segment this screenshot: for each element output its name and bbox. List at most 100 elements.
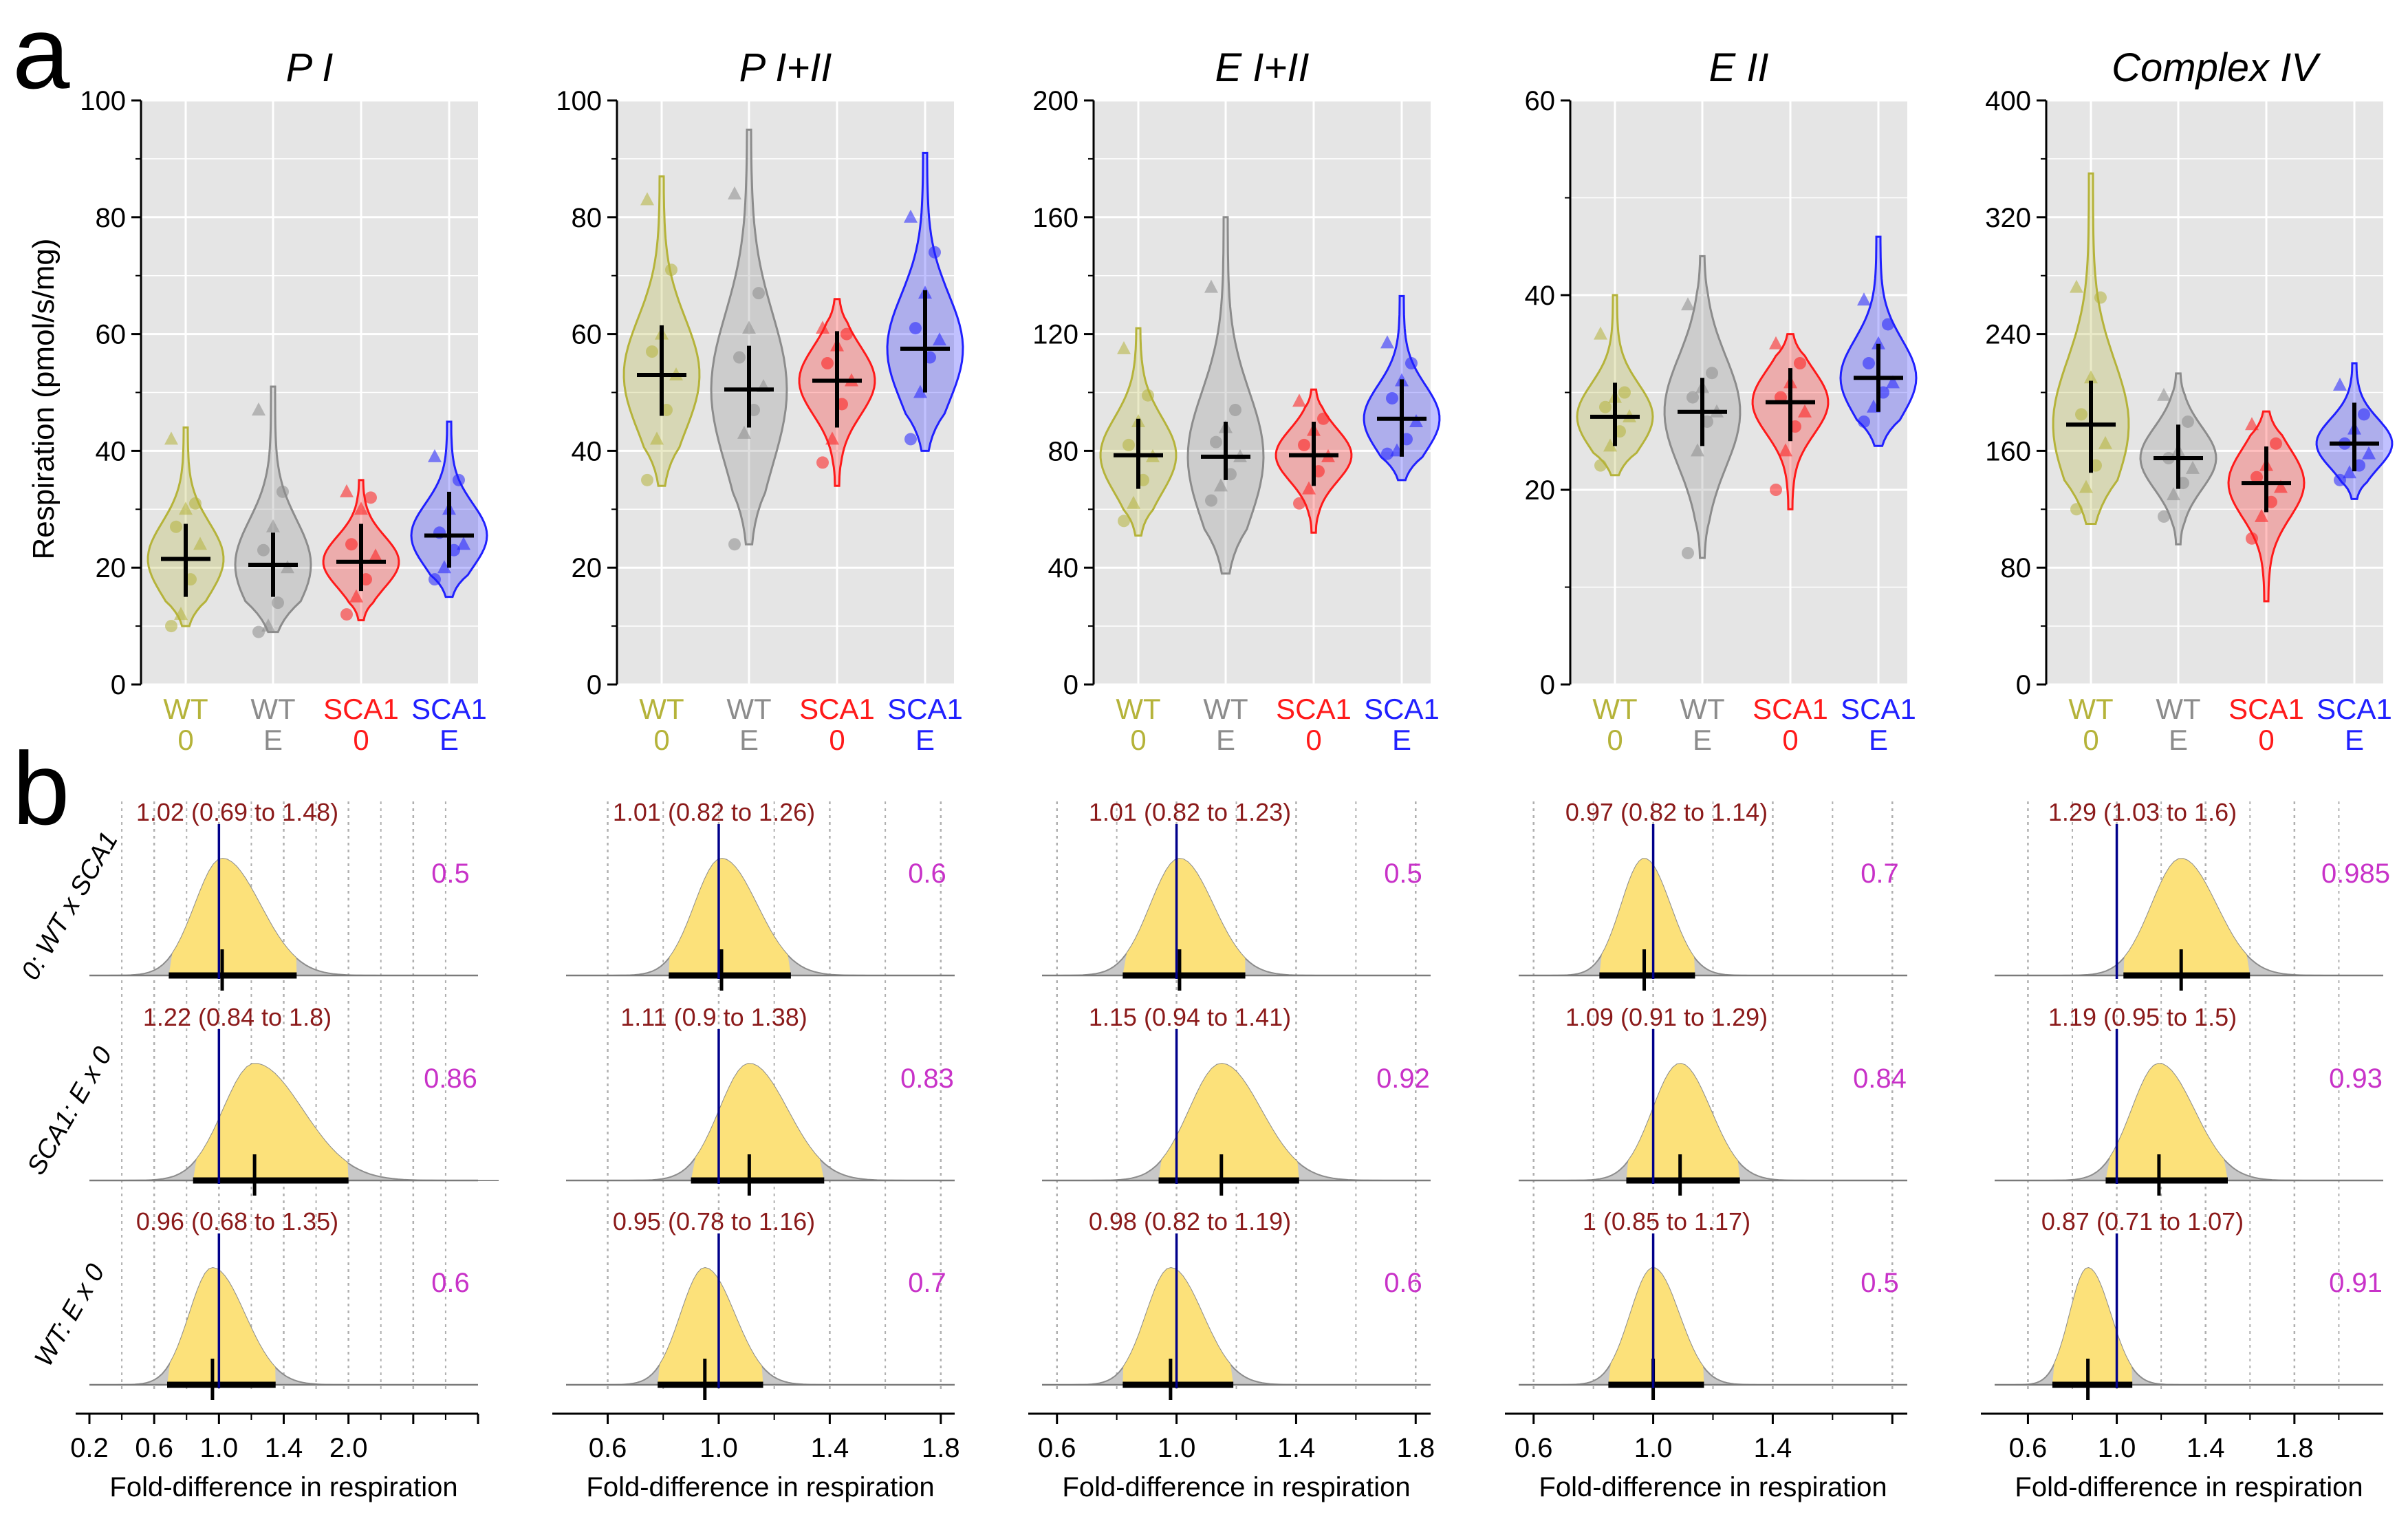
probability-label: 0.7: [908, 1268, 946, 1298]
x-tick-label: 0.6: [1515, 1433, 1553, 1463]
data-point: [437, 560, 451, 574]
group-label-line2: E: [440, 724, 459, 756]
data-point: [1405, 357, 1418, 370]
ci-label: 1.09 (0.91 to 1.29): [1565, 1003, 1768, 1031]
probability-label: 0.6: [1384, 1268, 1422, 1298]
chart-title: E II: [1709, 45, 1768, 90]
data-point: [1298, 438, 1310, 451]
data-point: [365, 491, 377, 504]
density-ci-area: [1122, 1268, 1234, 1385]
y-tick-label: 40: [1048, 553, 1079, 583]
group-label-line1: SCA1: [887, 693, 963, 725]
data-point: [640, 192, 654, 206]
data-point: [1380, 335, 1394, 349]
data-point: [646, 345, 658, 358]
data-point: [193, 537, 207, 550]
y-axis-title: Respiration (pmol/s/mg): [27, 238, 61, 559]
data-point: [1857, 292, 1871, 306]
density-ci-area: [691, 1064, 825, 1180]
data-point: [1603, 438, 1617, 452]
x-axis-title: Fold-difference in respiration: [1062, 1472, 1410, 1502]
y-tick-label: 200: [1032, 86, 1078, 116]
data-point: [2075, 408, 2087, 421]
data-point: [369, 548, 382, 562]
density-ci-area: [167, 1268, 276, 1385]
data-point: [1214, 478, 1228, 492]
group-label-line1: WT: [2068, 693, 2113, 725]
ci-label: 1.02 (0.69 to 1.48): [136, 798, 338, 826]
y-tick-label: 80: [2001, 553, 2032, 583]
group-label-line1: SCA1: [1841, 693, 1916, 725]
x-axis-title: Fold-difference in respiration: [586, 1472, 934, 1502]
data-point: [840, 327, 853, 341]
data-point: [1117, 341, 1131, 354]
data-point: [641, 473, 653, 486]
y-tick-label: 160: [1985, 436, 2031, 466]
x-tick-label: 1.4: [1754, 1433, 1792, 1463]
x-tick-label: 1.4: [265, 1433, 303, 1463]
x-tick-label: 1.8: [922, 1433, 960, 1463]
data-point: [728, 538, 741, 551]
chart-title: E I+II: [1215, 45, 1309, 90]
group-label-line2: E: [739, 724, 759, 756]
group-label-line2: E: [2345, 724, 2364, 756]
density-ci-area: [2105, 1064, 2228, 1180]
probability-label: 0.5: [1861, 1268, 1899, 1298]
group-label-line2: E: [1869, 724, 1888, 756]
group-label-line2: 0: [653, 724, 669, 756]
group-label-line1: SCA1: [2228, 693, 2304, 725]
data-point: [453, 473, 465, 486]
group-label-line1: SCA1: [1364, 693, 1440, 725]
data-point: [189, 497, 202, 510]
x-axis-title: Fold-difference in respiration: [1539, 1472, 1887, 1502]
data-point: [1229, 403, 1241, 416]
y-tick-label: 40: [1525, 281, 1556, 311]
ci-label: 0.96 (0.68 to 1.35): [136, 1207, 338, 1236]
group-label-line1: WT: [250, 693, 295, 725]
y-tick-label: 60: [96, 320, 127, 350]
y-tick-label: 100: [80, 86, 126, 116]
ci-label: 0.87 (0.71 to 1.07): [2041, 1207, 2244, 1236]
chart-title: P I: [286, 45, 334, 90]
y-tick-label: 320: [1985, 203, 2031, 233]
probability-label: 0.93: [2329, 1064, 2383, 1094]
ci-label: 0.98 (0.82 to 1.19): [1089, 1207, 1291, 1236]
data-point: [1381, 447, 1393, 460]
data-point: [252, 625, 265, 638]
data-point: [354, 501, 368, 515]
data-point: [345, 538, 358, 551]
data-point: [1769, 336, 1783, 349]
density-panel-1: 1.02 (0.69 to 1.48) 0.5 1.22 (0.84 to 1.8)…: [70, 798, 499, 1502]
y-tick-label: 80: [1048, 436, 1079, 466]
data-point: [2182, 415, 2194, 428]
x-tick-label: 0.6: [589, 1433, 627, 1463]
data-point: [340, 484, 354, 497]
data-point: [266, 519, 280, 532]
density-panel-5: 1.29 (1.03 to 1.6) 0.985 1.19 (0.95 to 1.5…: [1981, 798, 2390, 1502]
data-point: [742, 321, 756, 334]
ci-label: 1.22 (0.84 to 1.8): [143, 1003, 332, 1031]
data-point: [1302, 481, 1316, 495]
ci-label: 1.01 (0.82 to 1.23): [1089, 798, 1291, 826]
density-ci-area: [2052, 1268, 2133, 1385]
y-tick-label: 240: [1985, 320, 2031, 350]
data-point: [340, 608, 353, 621]
data-point: [2245, 417, 2259, 431]
density-ci-area: [2123, 859, 2250, 975]
data-point: [2094, 291, 2107, 304]
group-label-line2: 0: [177, 724, 193, 756]
probability-label: 0.7: [1861, 859, 1899, 889]
panel-label-a: a: [12, 0, 70, 110]
probability-label: 0.83: [900, 1064, 954, 1094]
data-point: [1798, 404, 1812, 418]
x-tick-label: 1.4: [1277, 1433, 1316, 1463]
data-point: [272, 596, 284, 610]
comparison-row-label: 0: WT x SCA1: [16, 827, 124, 984]
group-label-line2: 0: [2258, 724, 2274, 756]
data-point: [1618, 386, 1631, 399]
group-label-line1: SCA1: [1276, 693, 1352, 725]
group-label-line1: SCA1: [799, 693, 875, 725]
